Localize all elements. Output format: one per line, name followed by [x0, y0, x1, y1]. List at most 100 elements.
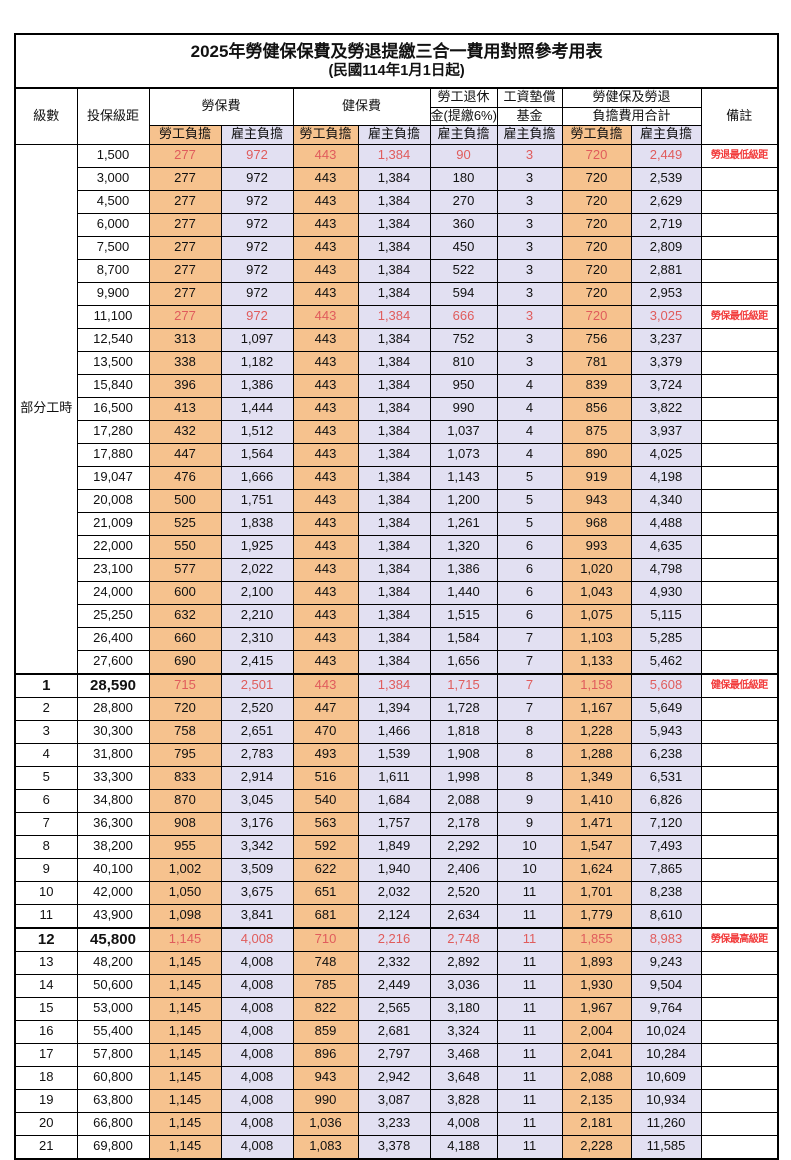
wage-fund-employer-cell: 6 [496, 534, 563, 559]
health-employer-cell: 1,384 [357, 419, 431, 444]
wage-fund-employer-cell: 4 [496, 396, 563, 421]
table-row: 7 36,300 908 3,176 563 1,757 2,178 9 1,471 7,120 [14, 811, 779, 836]
total-employer-cell: 2,449 [630, 143, 702, 168]
labor-employer-cell: 972 [220, 166, 294, 191]
total-employee-cell: 756 [561, 327, 632, 352]
labor-employee-cell: 500 [148, 488, 222, 513]
table-row: 部分工時 1,500 277 972 443 1,384 90 3 720 2,449 勞退最低級距 [14, 143, 779, 674]
level-cell: 9 [14, 857, 78, 882]
total-employee-cell: 1,855 [561, 926, 632, 952]
table-row: 9,900 277 972 443 1,384 594 3 720 2,953 [15, 281, 779, 306]
level-cell: 13 [14, 950, 78, 975]
total-employer-cell: 9,504 [630, 973, 702, 998]
health-employee-cell: 822 [292, 996, 359, 1021]
total-employee-cell: 993 [561, 534, 632, 559]
labor-employer-cell: 972 [220, 281, 294, 306]
health-employee-cell: 785 [292, 973, 359, 998]
health-employer-cell: 3,378 [357, 1134, 431, 1159]
table-row: 21,009 525 1,838 443 1,384 1,261 5 968 4,488 [15, 511, 779, 536]
remark-cell [700, 1088, 779, 1113]
total-employee-cell: 1,043 [561, 580, 632, 605]
total-employer-cell: 10,284 [630, 1042, 702, 1067]
labor-employee-cell: 600 [148, 580, 222, 605]
bracket-cell: 34,800 [76, 788, 150, 813]
total-employer-cell: 4,025 [630, 442, 702, 467]
table-row: 27,600 690 2,415 443 1,384 1,656 7 1,133 5,462 [15, 649, 779, 674]
col-header-total-line1: 勞健保及勞退 [561, 87, 702, 108]
bracket-cell: 40,100 [76, 857, 150, 882]
total-employer-cell: 8,238 [630, 880, 702, 905]
wage-fund-employer-cell: 3 [496, 189, 563, 214]
wage-fund-employer-cell: 7 [496, 649, 563, 674]
total-employee-cell: 720 [561, 281, 632, 306]
health-employer-cell: 1,384 [357, 626, 431, 651]
health-employer-cell: 1,384 [357, 143, 431, 168]
health-employee-cell: 540 [292, 788, 359, 813]
total-employee-cell: 968 [561, 511, 632, 536]
table-row: 3 30,300 758 2,651 470 1,466 1,818 8 1,228 5,943 [14, 719, 779, 744]
pension-employer-cell: 1,515 [429, 603, 498, 628]
health-employee-cell: 443 [292, 189, 359, 214]
health-employer-cell: 1,384 [357, 488, 431, 513]
total-employee-cell: 1,779 [561, 903, 632, 928]
health-employer-cell: 1,394 [357, 696, 431, 721]
total-employee-cell: 1,349 [561, 765, 632, 790]
wage-fund-employer-cell: 3 [496, 304, 563, 329]
health-employee-cell: 990 [292, 1088, 359, 1113]
total-employee-cell: 890 [561, 442, 632, 467]
remark-cell [700, 880, 779, 905]
labor-employee-cell: 690 [148, 649, 222, 674]
total-employer-cell: 5,462 [630, 649, 702, 674]
pension-employer-cell: 1,261 [429, 511, 498, 536]
table-row: 18 60,800 1,145 4,008 943 2,942 3,648 11 2,088 10… [14, 1065, 779, 1090]
labor-employee-cell: 1,145 [148, 1019, 222, 1044]
bracket-cell: 3,000 [76, 166, 150, 191]
level-cell: 8 [14, 834, 78, 859]
remark-cell [700, 442, 779, 467]
remark-cell [700, 811, 779, 836]
table-row: 6 34,800 870 3,045 540 1,684 2,088 9 1,410 6,826 [14, 788, 779, 813]
level-cell: 2 [14, 696, 78, 721]
pension-employer-cell: 2,292 [429, 834, 498, 859]
bracket-cell: 43,900 [76, 903, 150, 928]
pension-employer-cell: 1,143 [429, 465, 498, 490]
subheader-health-employee: 勞工負擔 [292, 124, 359, 145]
total-employer-cell: 11,585 [630, 1134, 702, 1159]
remark-cell [700, 696, 779, 721]
total-employee-cell: 720 [561, 143, 632, 168]
health-employee-cell: 622 [292, 857, 359, 882]
labor-employee-cell: 277 [148, 143, 222, 168]
wage-fund-employer-cell: 11 [496, 1019, 563, 1044]
health-employee-cell: 443 [292, 488, 359, 513]
health-employer-cell: 1,849 [357, 834, 431, 859]
total-employee-cell: 2,041 [561, 1042, 632, 1067]
bracket-cell: 57,800 [76, 1042, 150, 1067]
labor-employer-cell: 1,666 [220, 465, 294, 490]
bracket-cell: 8,700 [76, 258, 150, 283]
labor-employer-cell: 3,176 [220, 811, 294, 836]
pension-employer-cell: 1,908 [429, 742, 498, 767]
wage-fund-employer-cell: 11 [496, 973, 563, 998]
table-row: 11,100 277 972 443 1,384 666 3 720 3,025 勞保最低級距 [15, 304, 779, 329]
labor-employee-cell: 1,145 [148, 1065, 222, 1090]
table-row: 23,100 577 2,022 443 1,384 1,386 6 1,020 4,798 [15, 557, 779, 582]
health-employer-cell: 2,449 [357, 973, 431, 998]
health-employee-cell: 443 [292, 212, 359, 237]
health-employer-cell: 2,032 [357, 880, 431, 905]
health-employee-cell: 443 [292, 373, 359, 398]
total-employer-cell: 2,719 [630, 212, 702, 237]
labor-employer-cell: 4,008 [220, 1042, 294, 1067]
pension-employer-cell: 3,648 [429, 1065, 498, 1090]
pension-employer-cell: 360 [429, 212, 498, 237]
remark-cell [700, 649, 779, 674]
bracket-cell: 20,008 [76, 488, 150, 513]
pension-employer-cell: 3,468 [429, 1042, 498, 1067]
level-cell: 17 [14, 1042, 78, 1067]
total-employer-cell: 8,610 [630, 903, 702, 928]
health-employer-cell: 3,233 [357, 1111, 431, 1136]
table-row: 25,250 632 2,210 443 1,384 1,515 6 1,075 5,115 [15, 603, 779, 628]
total-employer-cell: 8,983 [630, 926, 702, 952]
health-employee-cell: 470 [292, 719, 359, 744]
bracket-cell: 26,400 [76, 626, 150, 651]
bracket-cell: 36,300 [76, 811, 150, 836]
